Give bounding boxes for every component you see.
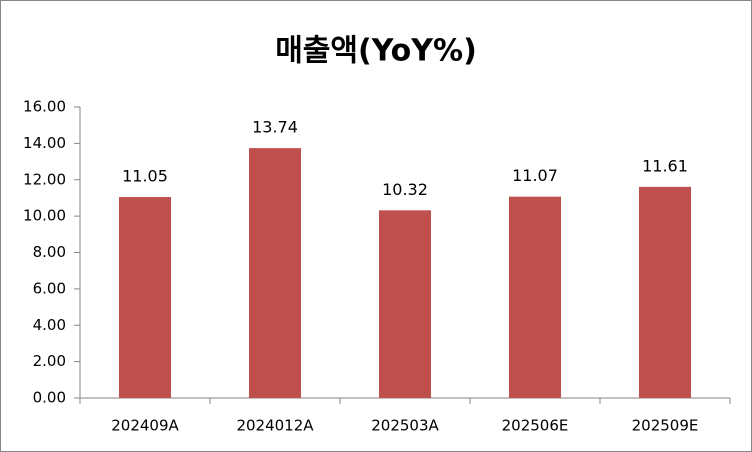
y-tick-label: 14.00 [23,134,66,152]
bar [639,186,691,398]
x-tick-label: 202409A [111,417,179,435]
y-tick-label: 12.00 [23,170,66,188]
bar [509,196,561,398]
y-tick-label: 10.00 [23,207,66,225]
value-label: 11.05 [122,167,168,186]
y-tick-label: 4.00 [33,316,66,334]
value-label: 13.74 [252,118,298,137]
bar [249,148,301,398]
y-tick-label: 6.00 [33,279,66,297]
bar [119,197,171,398]
y-tick-label: 8.00 [33,243,66,261]
bar [379,210,431,398]
x-tick-label: 202509E [632,417,699,435]
y-tick-label: 0.00 [33,389,66,407]
x-tick-label: 202506E [502,417,569,435]
value-label: 11.61 [642,156,688,175]
value-label: 10.32 [382,180,428,199]
y-tick-label: 16.00 [23,98,66,116]
value-label: 11.07 [512,166,558,185]
x-tick-label: 202503A [371,417,439,435]
x-tick-label: 2024012A [236,417,314,435]
chart-title: 매출액(YoY%) [275,34,477,69]
y-tick-label: 2.00 [33,352,66,370]
